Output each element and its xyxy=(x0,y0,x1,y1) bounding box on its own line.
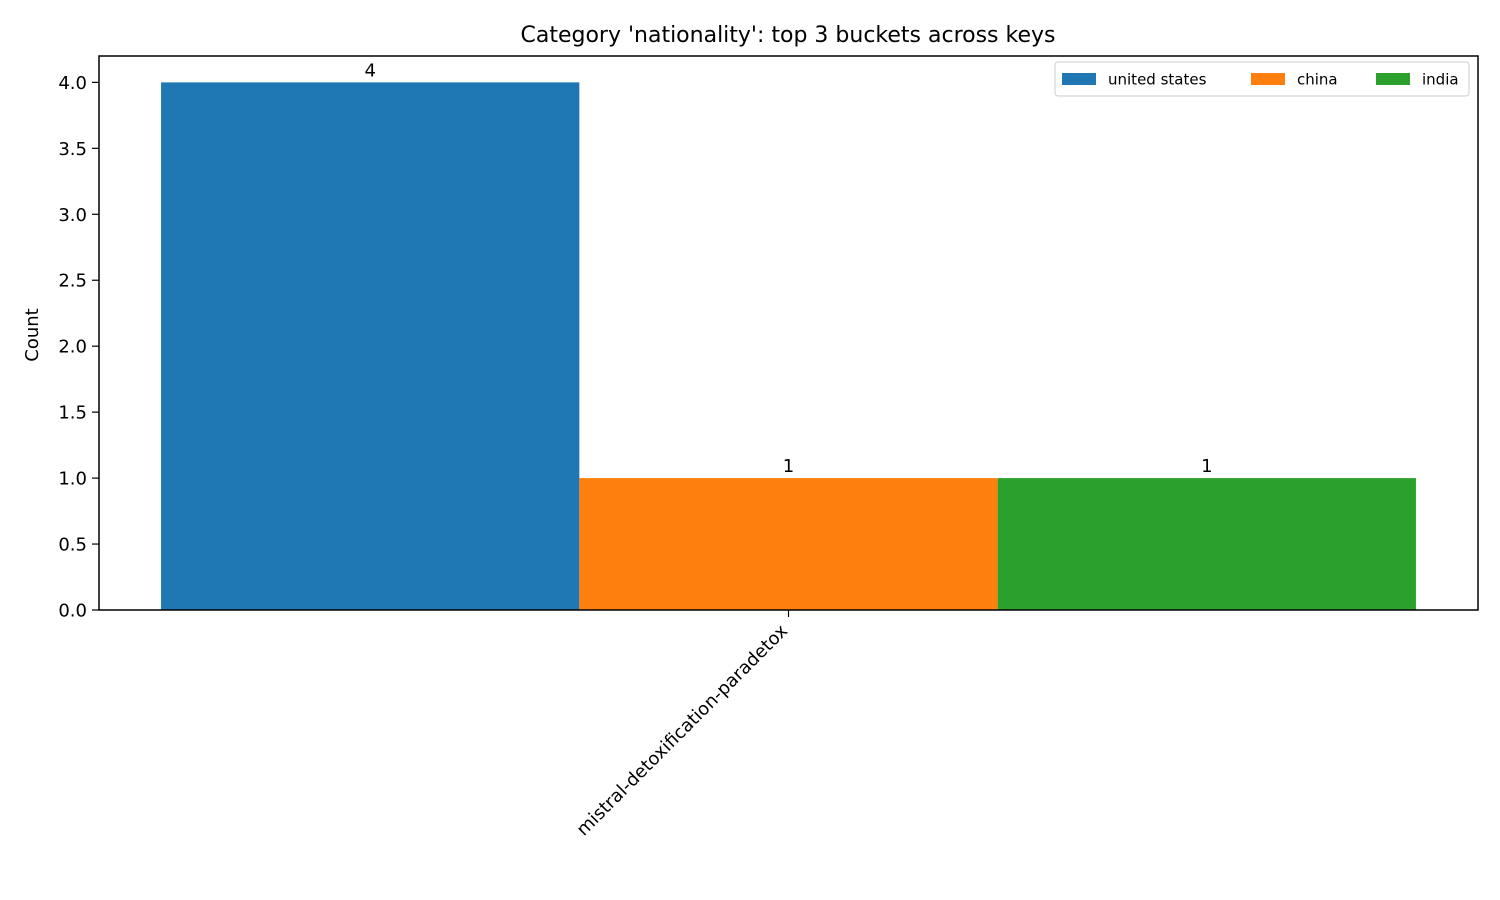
y-tick-label: 3.0 xyxy=(58,205,87,226)
legend-label: china xyxy=(1297,71,1338,89)
bar-united-states xyxy=(161,82,580,610)
y-axis: 0.0 0.5 1.0 1.5 2.0 2.5 3.0 3.5 4.0 xyxy=(58,73,99,622)
chart-title: Category 'nationality': top 3 buckets ac… xyxy=(520,23,1055,48)
data-label: 4 xyxy=(364,60,375,81)
data-label: 1 xyxy=(783,456,794,477)
data-labels-layer: 4 1 1 xyxy=(364,60,1212,477)
legend: united states china india xyxy=(1054,61,1470,97)
bar-india xyxy=(997,478,1416,610)
legend-label: india xyxy=(1422,71,1459,89)
x-axis: mistral-detoxification-paradetox xyxy=(573,610,793,840)
y-tick-label: 1.0 xyxy=(58,469,87,490)
y-tick-label: 1.5 xyxy=(58,403,87,424)
y-tick-label: 4.0 xyxy=(58,73,87,94)
legend-swatch xyxy=(1062,73,1096,85)
legend-swatch xyxy=(1376,73,1410,85)
y-tick-label: 2.5 xyxy=(58,271,87,292)
bars-layer xyxy=(161,82,1416,610)
y-tick-label: 0.0 xyxy=(58,601,87,622)
data-label: 1 xyxy=(1201,456,1212,477)
y-tick-label: 2.0 xyxy=(58,337,87,358)
bar-china xyxy=(579,478,998,610)
legend-label: united states xyxy=(1108,71,1207,89)
legend-swatch xyxy=(1251,73,1285,85)
y-tick-label: 0.5 xyxy=(58,535,87,556)
x-tick-label: mistral-detoxification-paradetox xyxy=(573,620,793,840)
y-axis-label: Count xyxy=(22,308,43,361)
y-tick-label: 3.5 xyxy=(58,139,87,160)
